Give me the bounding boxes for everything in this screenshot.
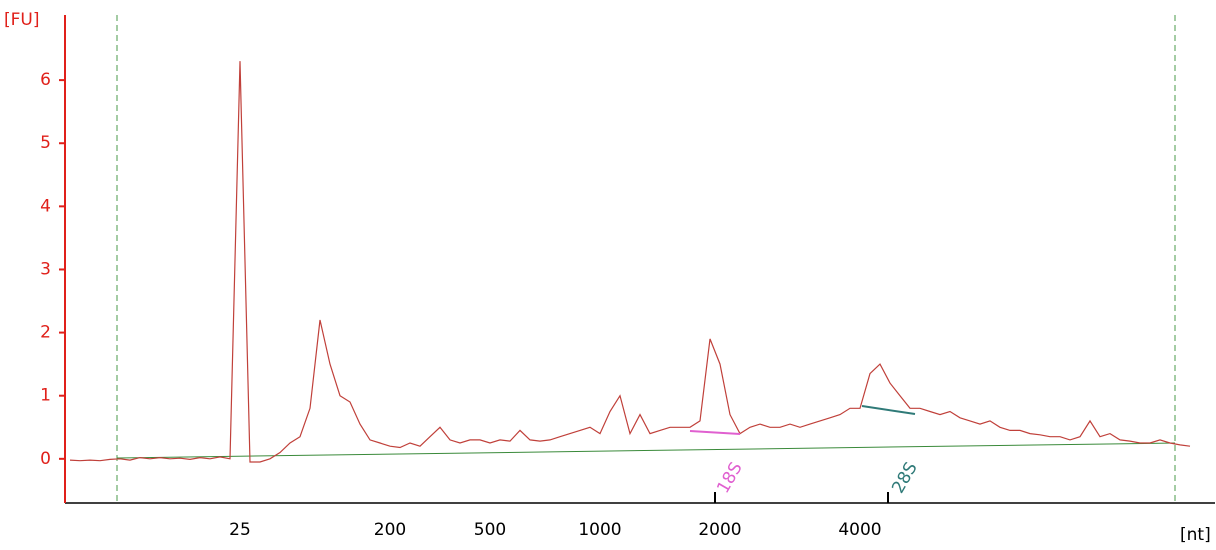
baseline [116, 442, 1176, 459]
peak-marker [861, 405, 916, 415]
y-tick-label: 0 [40, 449, 51, 469]
y-tick-label: 2 [40, 323, 51, 343]
y-tick-label: 6 [40, 70, 51, 90]
annotation-label: 28S [888, 459, 922, 497]
x-axis-label: [nt] [1180, 525, 1211, 545]
y-axis-label: [FU] [4, 10, 40, 30]
x-tick-label: 500 [474, 520, 506, 540]
annotation-label: 18S [713, 459, 747, 497]
x-tick-label: 200 [374, 520, 406, 540]
trace-line [69, 61, 1191, 463]
y-tick-label: 4 [40, 196, 51, 216]
x-tick-label: 25 [229, 520, 251, 540]
x-tick-label: 4000 [838, 520, 881, 540]
y-tick-label: 1 [40, 386, 51, 406]
peak-marker [689, 430, 741, 435]
x-tick-label: 1000 [578, 520, 621, 540]
x-tick-label: 2000 [698, 520, 741, 540]
y-tick-label: 3 [40, 259, 51, 279]
y-tick-label: 5 [40, 133, 51, 153]
